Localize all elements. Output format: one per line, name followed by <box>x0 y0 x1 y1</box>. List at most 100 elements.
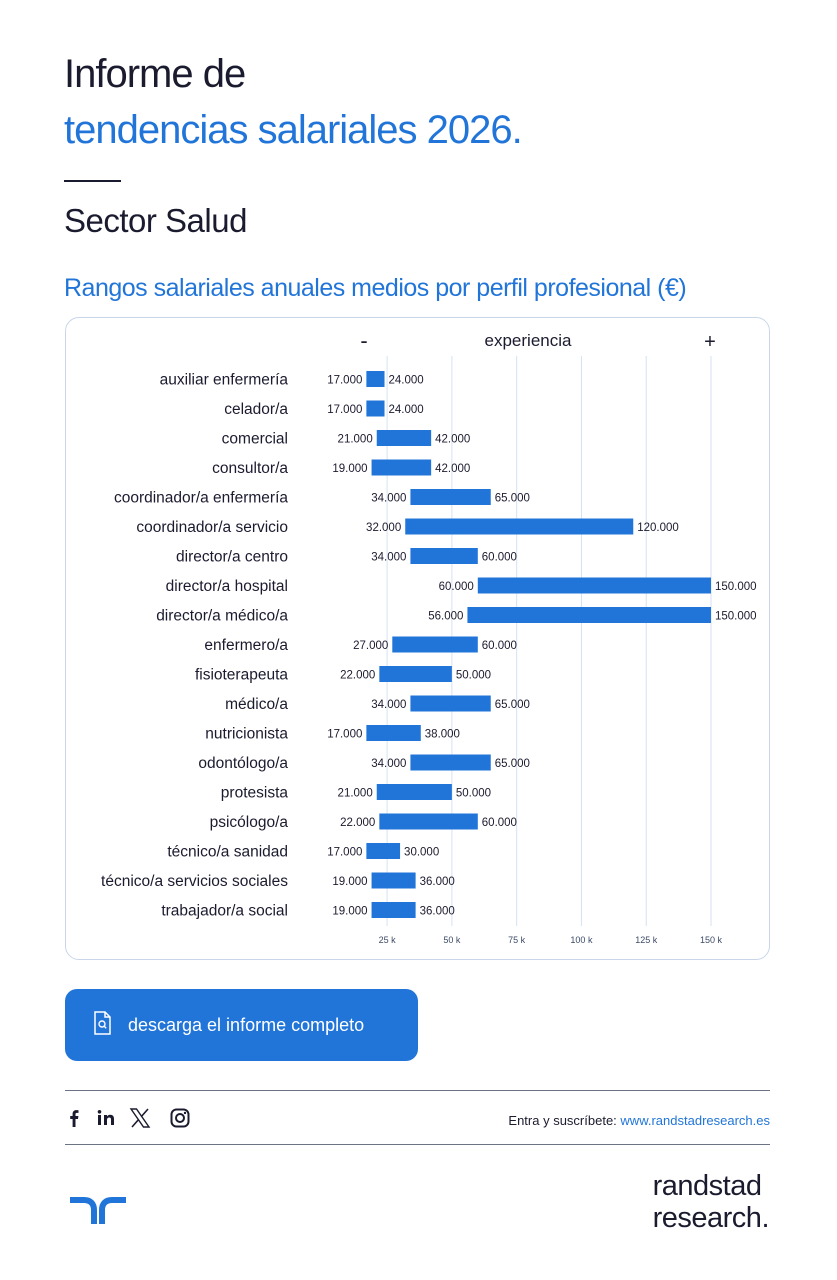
x-icon[interactable] <box>128 1106 152 1130</box>
facebook-icon[interactable] <box>62 1106 86 1130</box>
category-label: médico/a <box>225 696 288 713</box>
min-salary-label: 17.000 <box>327 729 362 741</box>
min-salary-label: 17.000 <box>327 375 362 387</box>
max-salary-label: 65.000 <box>495 493 530 505</box>
min-salary-label: 60.000 <box>439 581 474 593</box>
category-label: celador/a <box>224 401 288 418</box>
salary-range-bar <box>379 813 478 830</box>
experience-title: experiencia <box>485 331 572 350</box>
max-salary-label: 50.000 <box>456 670 491 682</box>
x-tick-label: 75 k <box>508 935 526 945</box>
max-salary-label: 42.000 <box>435 463 470 475</box>
min-salary-label: 19.000 <box>332 463 367 475</box>
salary-range-chart: 25 k 50 k 75 k 100 k 125 k 150 k - experiencia +… <box>101 328 757 945</box>
category-label: comercial <box>222 431 288 448</box>
footer-bottom-divider <box>65 1144 770 1145</box>
salary-range-bar <box>366 843 401 859</box>
subscribe-text: Entra y suscríbete: www.randstadresearch… <box>508 1113 770 1128</box>
salary-range-bar <box>405 518 634 535</box>
sector-heading: Sector Salud <box>64 202 247 239</box>
x-tick-label: 150 k <box>700 935 723 945</box>
max-salary-label: 42.000 <box>435 434 470 446</box>
max-salary-label: 30.000 <box>404 847 439 859</box>
min-salary-label: 34.000 <box>371 699 406 711</box>
max-salary-label: 120.000 <box>637 522 679 534</box>
randstad-logo-icon <box>70 1197 126 1224</box>
x-tick-label: 100 k <box>570 935 593 945</box>
subscribe-link[interactable]: www.randstadresearch.es <box>620 1113 770 1128</box>
max-salary-label: 38.000 <box>425 729 460 741</box>
x-tick-label: 125 k <box>635 935 658 945</box>
instagram-icon[interactable] <box>168 1106 192 1130</box>
salary-range-bar <box>371 902 416 918</box>
min-salary-label: 22.000 <box>340 670 375 682</box>
footer-top-divider <box>65 1090 770 1091</box>
brand-wordmark: randstad research. <box>652 1170 770 1234</box>
category-label: auxiliar enfermería <box>160 372 289 389</box>
category-label: trabajador/a social <box>161 903 288 920</box>
salary-range-bar <box>371 872 416 889</box>
category-label: consultor/a <box>212 460 288 477</box>
category-label: director/a centro <box>176 549 288 566</box>
salary-range-bar <box>467 607 711 623</box>
category-label: enfermero/a <box>204 637 288 654</box>
salary-range-bar <box>366 400 385 417</box>
download-report-label: descarga el informe completo <box>128 1015 365 1035</box>
category-label: protesista <box>221 785 289 802</box>
experience-high-label: + <box>704 331 716 353</box>
brand-line-1: randstad <box>652 1170 762 1202</box>
max-salary-label: 150.000 <box>715 611 757 623</box>
chart-subtitle: Rangos salariales anuales medios por per… <box>64 274 687 302</box>
category-label: director/a hospital <box>166 578 288 595</box>
salary-range-bar <box>376 430 432 446</box>
x-tick-label: 25 k <box>379 935 397 945</box>
max-salary-label: 65.000 <box>495 699 530 711</box>
salary-range-bar <box>477 577 711 594</box>
download-report-button[interactable]: descarga el informe completo <box>65 989 418 1061</box>
report-title-line-1: Informe de <box>64 52 246 96</box>
salary-range-bar <box>366 371 385 387</box>
linkedin-icon[interactable] <box>94 1106 118 1130</box>
min-salary-label: 34.000 <box>371 552 406 564</box>
category-label: odontólogo/a <box>198 755 288 772</box>
min-salary-label: 32.000 <box>366 522 401 534</box>
max-salary-label: 65.000 <box>495 758 530 770</box>
min-salary-label: 56.000 <box>428 611 463 623</box>
salary-range-bar <box>379 666 452 682</box>
min-salary-label: 17.000 <box>327 404 362 416</box>
min-salary-label: 21.000 <box>338 434 373 446</box>
max-salary-label: 60.000 <box>482 817 517 829</box>
title-divider <box>64 180 121 182</box>
salary-range-bar <box>376 784 452 800</box>
min-salary-label: 19.000 <box>332 876 367 888</box>
max-salary-label: 150.000 <box>715 581 757 593</box>
category-label: técnico/a sanidad <box>167 844 288 861</box>
category-label: técnico/a servicios sociales <box>101 873 288 890</box>
category-label: coordinador/a servicio <box>136 519 288 536</box>
min-salary-label: 19.000 <box>332 906 367 918</box>
max-salary-label: 36.000 <box>420 876 455 888</box>
category-label: director/a médico/a <box>156 608 288 625</box>
max-salary-label: 60.000 <box>482 552 517 564</box>
min-salary-label: 34.000 <box>371 758 406 770</box>
max-salary-label: 60.000 <box>482 640 517 652</box>
max-salary-label: 24.000 <box>389 404 424 416</box>
max-salary-label: 36.000 <box>420 906 455 918</box>
chart-card: 25 k 50 k 75 k 100 k 125 k 150 k - experiencia +… <box>65 317 770 960</box>
category-label: psicólogo/a <box>210 814 289 831</box>
min-salary-label: 34.000 <box>371 493 406 505</box>
max-salary-label: 24.000 <box>389 375 424 387</box>
salary-range-bar <box>410 695 491 712</box>
min-salary-label: 27.000 <box>353 640 388 652</box>
salary-range-bar <box>371 459 432 476</box>
category-label: fisioterapeuta <box>195 667 288 684</box>
experience-low-label: - <box>360 328 367 353</box>
category-label: nutricionista <box>205 726 288 743</box>
salary-range-bar <box>366 725 421 741</box>
max-salary-label: 50.000 <box>456 788 491 800</box>
salary-range-bar <box>410 489 491 505</box>
min-salary-label: 21.000 <box>338 788 373 800</box>
min-salary-label: 17.000 <box>327 847 362 859</box>
salary-range-bar <box>410 754 491 771</box>
document-search-icon <box>94 1011 111 1035</box>
